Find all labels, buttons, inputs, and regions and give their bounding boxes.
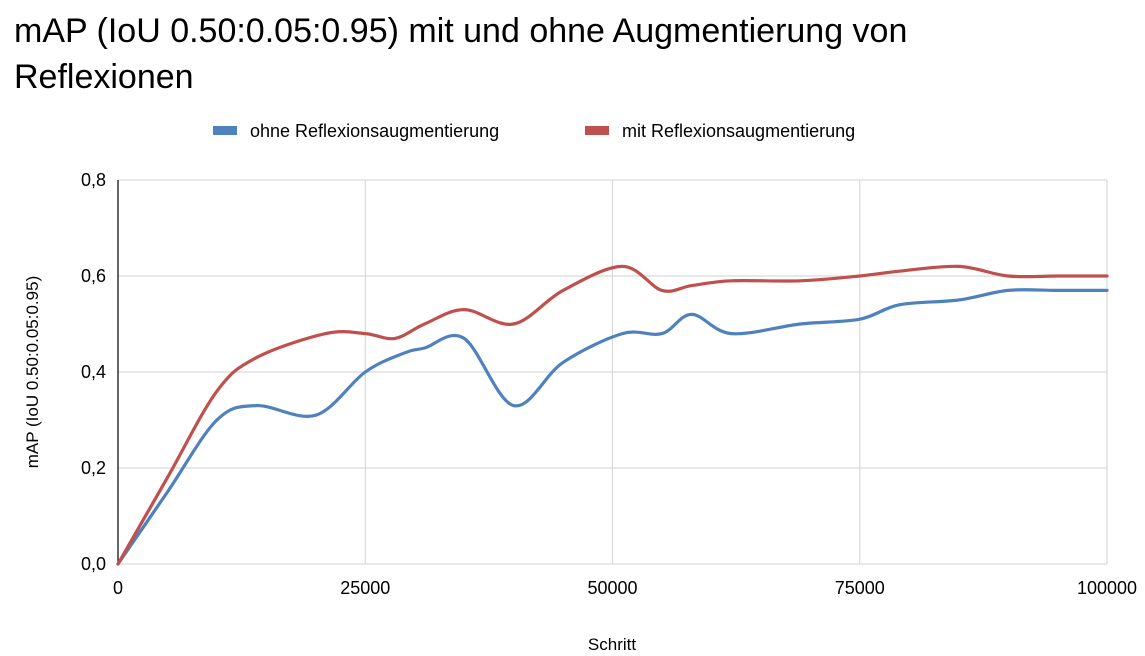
- legend-swatch-2: [585, 126, 609, 135]
- y-tick-label: 0,4: [81, 362, 106, 382]
- x-tick-label: 50000: [587, 578, 637, 598]
- series-line-1: [116, 288, 1109, 566]
- legend-label-1: ohne Reflexionsaugmentierung: [250, 121, 499, 141]
- legend: ohne Reflexionsaugmentierung mit Reflexio…: [213, 121, 855, 141]
- y-axis-title: mAP (IoU 0.50:0.05:0.95): [23, 276, 42, 468]
- legend-swatch-1: [213, 126, 237, 135]
- y-tick-label: 0,6: [81, 266, 106, 286]
- series-lines: [116, 264, 1109, 566]
- chart-title: mAP (IoU 0.50:0.05:0.95) mit und ohne Au…: [14, 12, 908, 96]
- y-tick-label: 0,2: [81, 458, 106, 478]
- axes: 0,0 0,2 0,4 0,6 0,8 0 25000 50000 75000 100000: [81, 170, 1137, 598]
- grid: [118, 179, 1108, 564]
- x-tick-label: 0: [113, 578, 123, 598]
- y-tick-label: 0,8: [81, 170, 106, 190]
- y-tick-label: 0,0: [81, 554, 106, 574]
- legend-label-2: mit Reflexionsaugmentierung: [622, 121, 855, 141]
- x-tick-label: 25000: [340, 578, 390, 598]
- x-tick-label: 100000: [1077, 578, 1137, 598]
- x-axis-title: Schritt: [588, 635, 636, 654]
- x-tick-label: 75000: [835, 578, 885, 598]
- series-line-2: [116, 264, 1109, 566]
